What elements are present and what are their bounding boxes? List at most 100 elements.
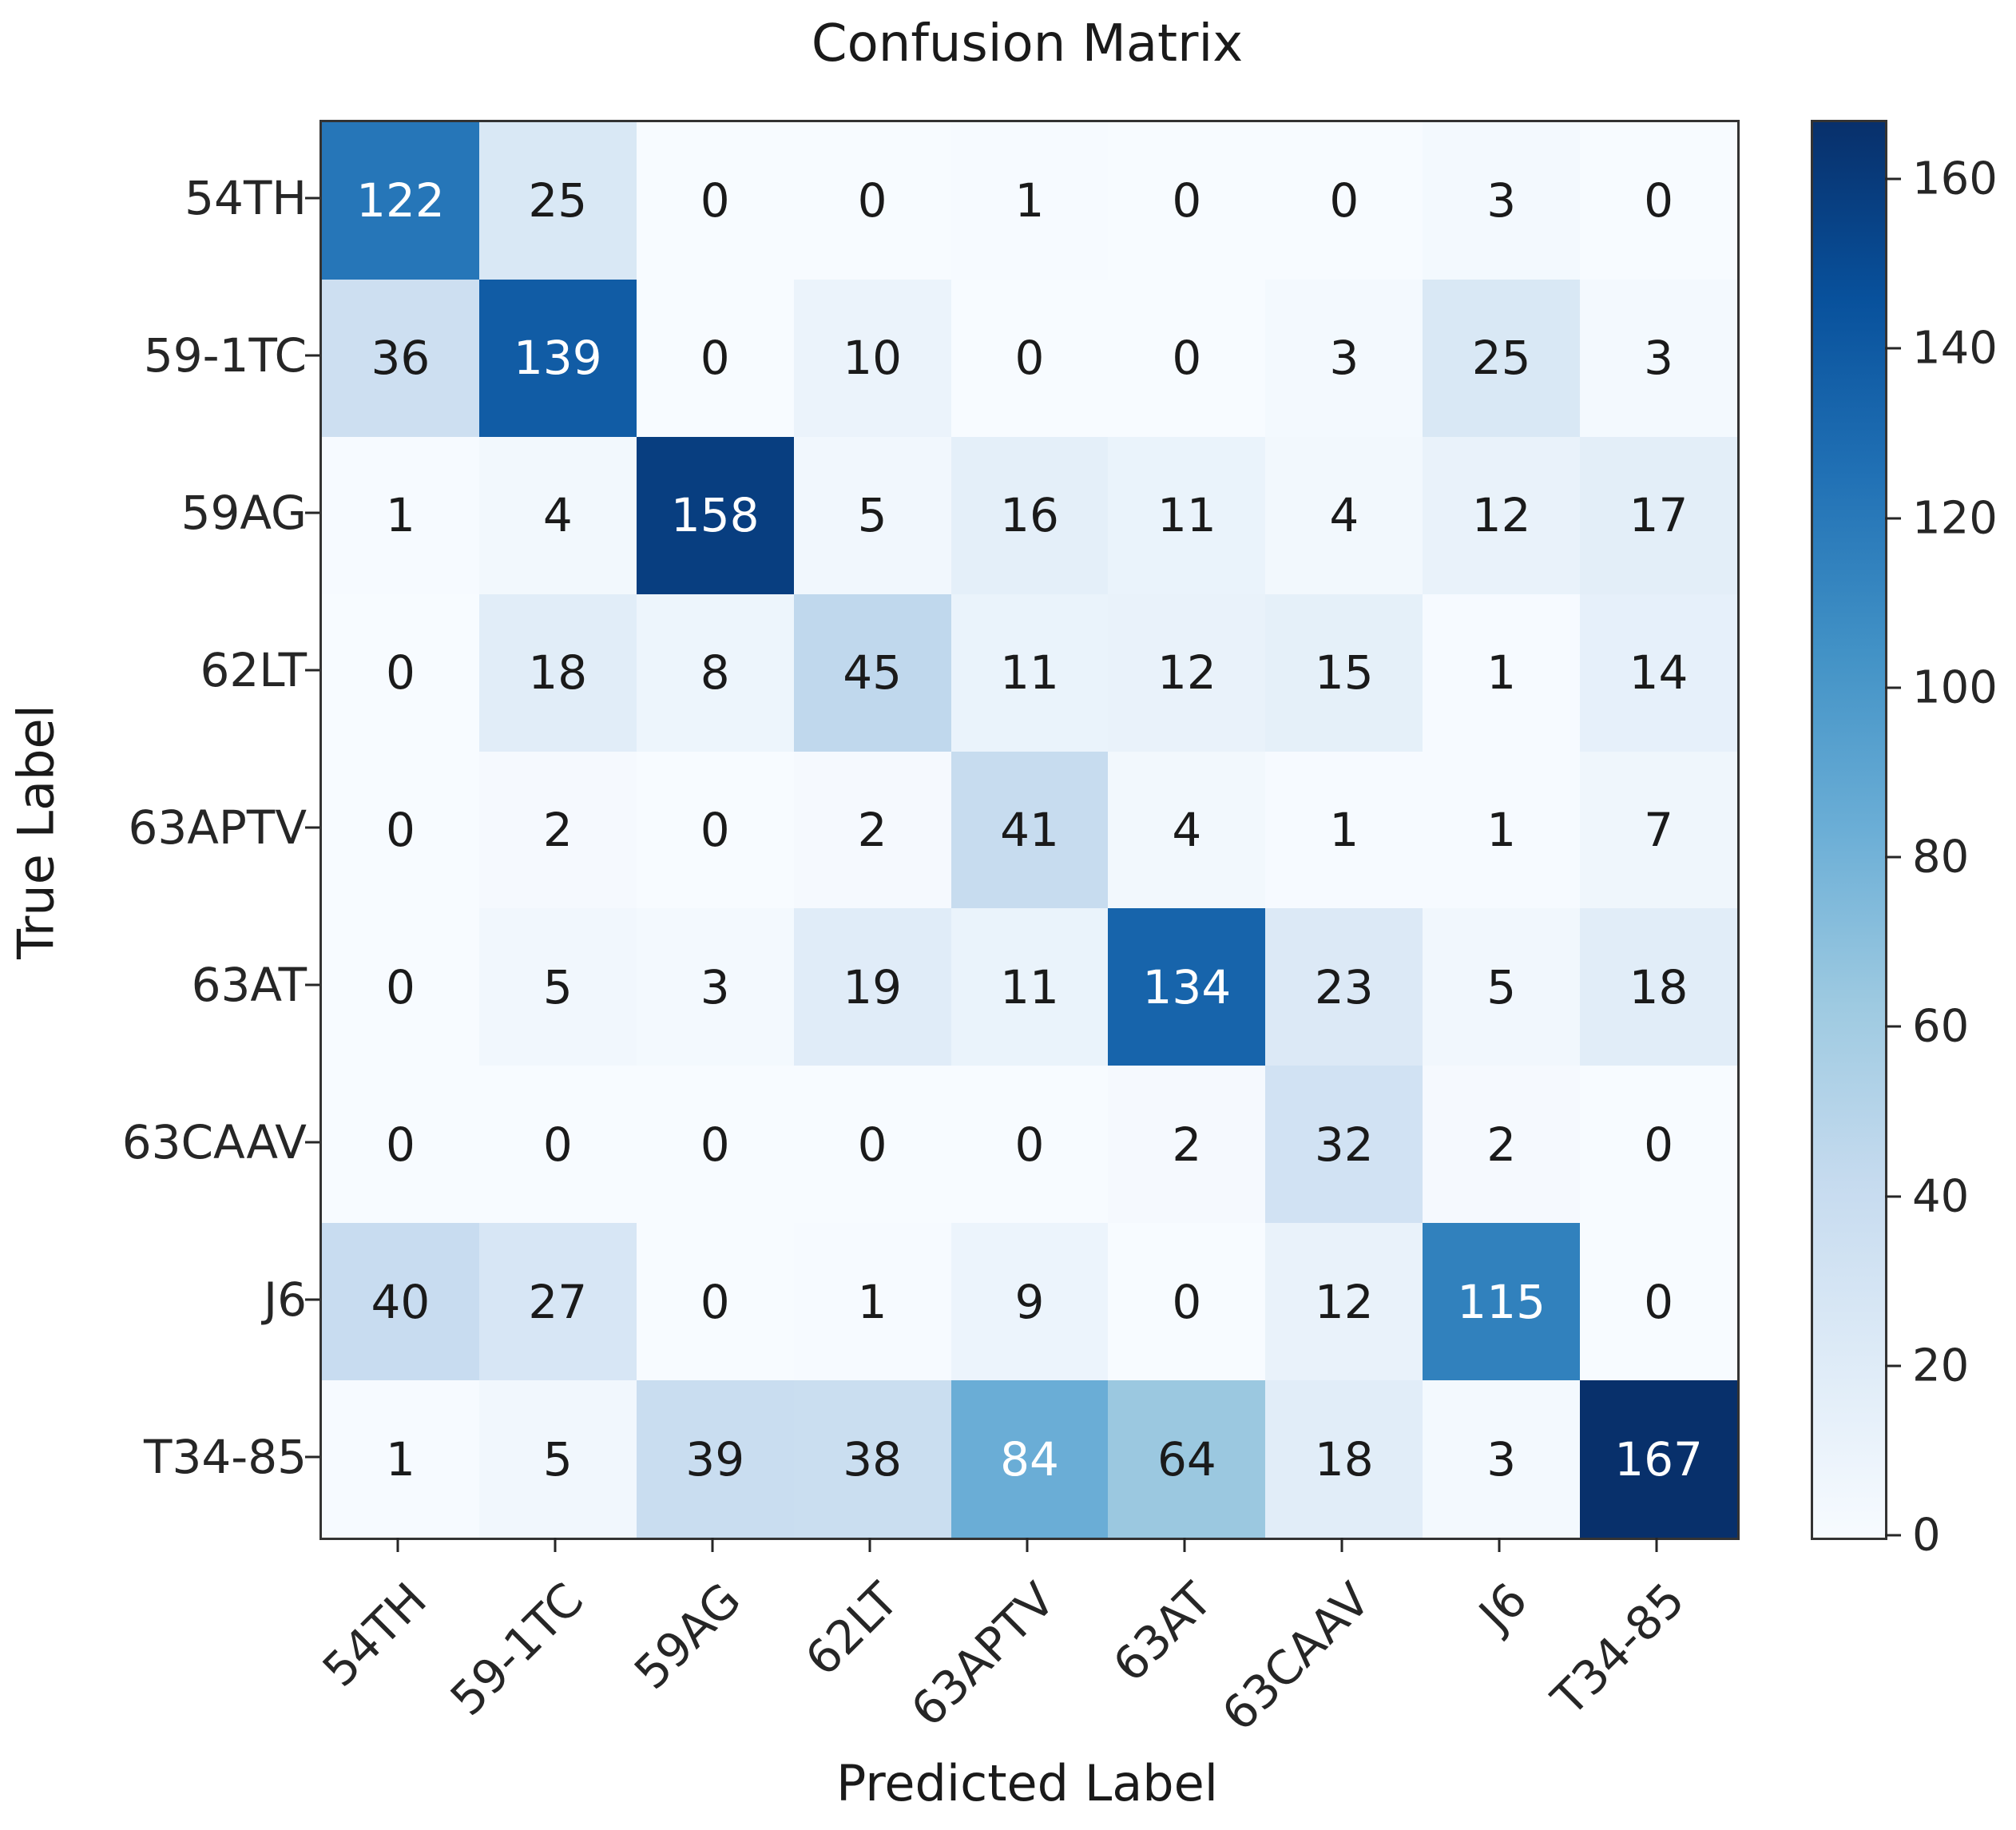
matrix-cell: 158 [636, 436, 794, 594]
matrix-cell: 0 [793, 122, 951, 280]
x-tick-mark [1183, 1538, 1186, 1552]
x-axis-title: Predicted Label [835, 1754, 1219, 1812]
heatmap-plot-area: 122 25 0 0 1 0 0 3 0 36 139 0 10 0 0 3 25 3 1 4 158 5 16 11 4 12 1… [319, 120, 1740, 1540]
matrix-cell: 0 [950, 1066, 1109, 1224]
matrix-cell: 5 [478, 1380, 637, 1538]
colorbar-tick-mark [1885, 177, 1901, 181]
matrix-cell: 15 [1265, 593, 1423, 752]
matrix-cell: 1 [1423, 593, 1581, 752]
y-tick-label: 63AT [191, 957, 307, 1012]
colorbar-tick-label: 100 [1912, 661, 1998, 714]
matrix-cell: 23 [1265, 908, 1423, 1066]
x-tick-label: 59AG [623, 1572, 752, 1700]
x-tick-mark [1655, 1538, 1658, 1552]
heatmap-grid: 122 25 0 0 1 0 0 3 0 36 139 0 10 0 0 3 25 3 1 4 158 5 16 11 4 12 1… [322, 122, 1737, 1538]
matrix-cell: 12 [1108, 593, 1266, 752]
matrix-cell: 0 [1108, 279, 1266, 437]
matrix-cell: 0 [1580, 1066, 1737, 1224]
colorbar-tick-label: 120 [1912, 492, 1998, 545]
x-tick-mark [711, 1538, 714, 1552]
matrix-cell: 5 [478, 908, 637, 1066]
matrix-cell: 39 [636, 1380, 794, 1538]
matrix-cell: 5 [1423, 908, 1581, 1066]
x-tick-label: 62LT [794, 1572, 909, 1687]
matrix-cell: 84 [950, 1380, 1109, 1538]
y-tick-mark [305, 354, 319, 357]
x-tick-label: 63CAAV [1211, 1572, 1380, 1742]
matrix-cell: 10 [793, 279, 951, 437]
matrix-cell: 0 [322, 908, 479, 1066]
matrix-cell: 134 [1108, 908, 1266, 1066]
y-axis-title: True Label [6, 705, 65, 959]
x-tick-label: T34-85 [1541, 1572, 1695, 1726]
y-tick-mark [305, 1455, 319, 1459]
colorbar-tick-label: 80 [1912, 831, 1970, 883]
colorbar-tick-label: 60 [1912, 1000, 1970, 1053]
matrix-cell: 139 [478, 279, 637, 437]
y-tick-mark [305, 669, 319, 672]
x-tick-mark [396, 1538, 399, 1552]
y-tick-mark [305, 1141, 319, 1144]
y-tick-mark [305, 511, 319, 514]
matrix-cell: 0 [636, 751, 794, 909]
matrix-cell: 2 [793, 751, 951, 909]
matrix-cell: 4 [1265, 436, 1423, 594]
matrix-cell: 41 [950, 751, 1109, 909]
matrix-cell: 27 [478, 1223, 637, 1381]
matrix-cell: 0 [1108, 122, 1266, 280]
matrix-cell: 18 [1265, 1380, 1423, 1538]
x-tick-label: J6 [1468, 1572, 1538, 1641]
matrix-cell: 2 [1108, 1066, 1266, 1224]
matrix-cell: 25 [478, 122, 637, 280]
x-tick-mark [1340, 1538, 1343, 1552]
matrix-cell: 11 [950, 908, 1109, 1066]
x-tick-label: 54TH [312, 1572, 437, 1697]
x-tick-label: 63APTV [900, 1572, 1066, 1737]
colorbar-tick-label: 160 [1912, 153, 1998, 205]
matrix-cell: 0 [636, 1223, 794, 1381]
matrix-cell: 0 [1108, 1223, 1266, 1381]
matrix-cell: 0 [322, 751, 479, 909]
matrix-cell: 12 [1423, 436, 1581, 594]
matrix-cell: 115 [1423, 1223, 1581, 1381]
matrix-cell: 0 [1265, 122, 1423, 280]
matrix-cell: 3 [636, 908, 794, 1066]
colorbar [1811, 120, 1887, 1540]
y-tick-mark [305, 826, 319, 829]
chart-title: Confusion Matrix [811, 14, 1244, 73]
matrix-cell: 1 [1265, 751, 1423, 909]
colorbar-tick-mark [1885, 855, 1901, 859]
matrix-cell: 19 [793, 908, 951, 1066]
matrix-cell: 45 [793, 593, 951, 752]
y-tick-label: 59-1TC [143, 328, 307, 383]
colorbar-tick-mark [1885, 347, 1901, 350]
matrix-cell: 8 [636, 593, 794, 752]
y-tick-label: 63CAAV [121, 1114, 307, 1169]
colorbar-tick-mark [1885, 1534, 1901, 1537]
x-tick-mark [868, 1538, 871, 1552]
colorbar-tick-mark [1885, 1364, 1901, 1368]
x-tick-mark [554, 1538, 557, 1552]
colorbar-tick-mark [1885, 517, 1901, 520]
matrix-cell: 3 [1580, 279, 1737, 437]
y-tick-mark [305, 196, 319, 200]
y-tick-label: J6 [263, 1272, 307, 1327]
matrix-cell: 3 [1265, 279, 1423, 437]
matrix-cell: 5 [793, 436, 951, 594]
colorbar-tick-label: 20 [1912, 1340, 1970, 1392]
x-tick-mark [1498, 1538, 1501, 1552]
y-tick-label: 54TH [185, 171, 307, 226]
matrix-cell: 36 [322, 279, 479, 437]
matrix-cell: 9 [950, 1223, 1109, 1381]
matrix-cell: 1 [950, 122, 1109, 280]
y-tick-label: 63APTV [128, 800, 307, 855]
matrix-cell: 40 [322, 1223, 479, 1381]
matrix-cell: 7 [1580, 751, 1737, 909]
matrix-cell: 2 [478, 751, 637, 909]
colorbar-tick-label: 140 [1912, 322, 1998, 375]
matrix-cell: 12 [1265, 1223, 1423, 1381]
matrix-cell: 4 [1108, 751, 1266, 909]
matrix-cell: 0 [1580, 122, 1737, 280]
matrix-cell: 0 [1580, 1223, 1737, 1381]
